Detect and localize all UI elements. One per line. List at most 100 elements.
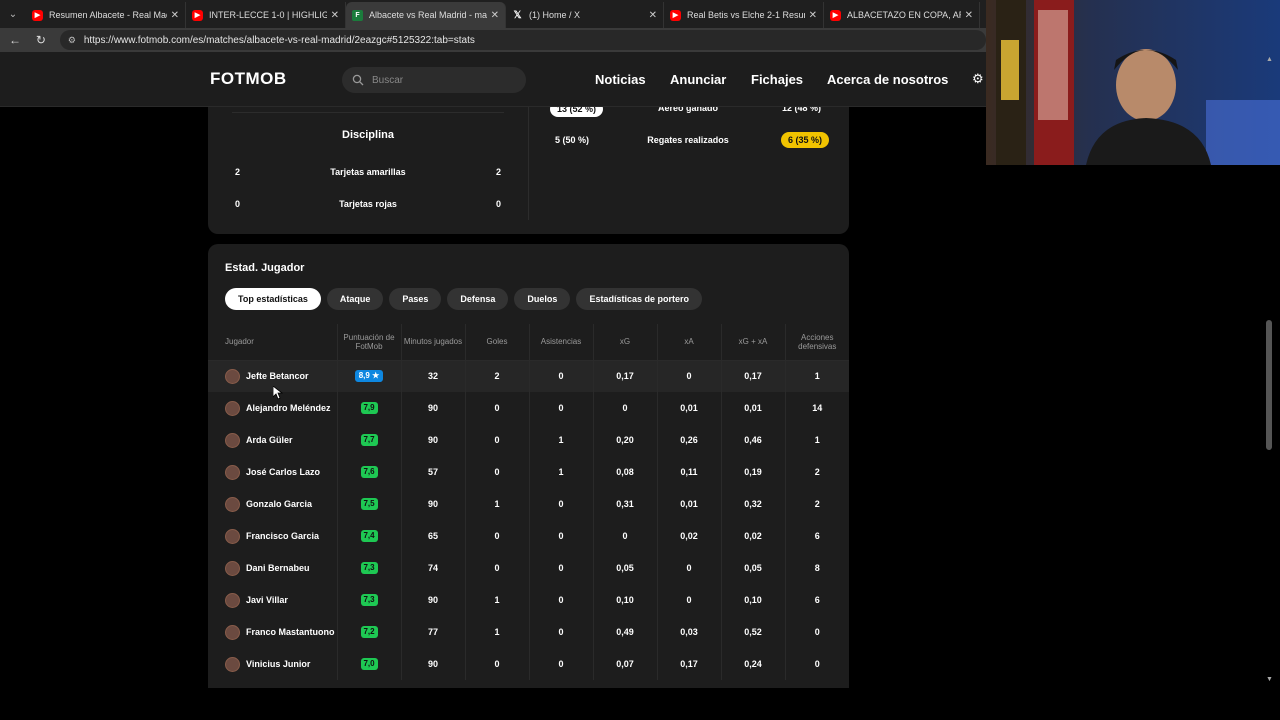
rating-cell: 7,0 — [336, 648, 401, 680]
player-cell[interactable]: Jefte Betancor — [208, 360, 337, 392]
player-cell[interactable]: Alejandro Meléndez — [208, 392, 337, 424]
player-name[interactable]: Alejandro Meléndez — [246, 402, 331, 413]
column-header-rating[interactable]: Puntuación de FotMob — [336, 324, 401, 361]
search-input[interactable] — [372, 74, 512, 86]
table-row[interactable]: Vinicius Junior 7,0 90 0 0 0,07 0,17 0,24 0 — [208, 648, 849, 680]
player-name[interactable]: José Carlos Lazo — [246, 466, 321, 477]
column-header-defensive-actions[interactable]: Acciones defensivas — [784, 324, 849, 361]
close-tab-icon[interactable]: ✕ — [808, 9, 817, 21]
avatar — [225, 464, 240, 480]
streamer-webcam-image — [986, 0, 1280, 165]
nav-link-transfers[interactable]: Fichajes — [751, 72, 804, 87]
close-tab-icon[interactable]: ✕ — [648, 9, 657, 21]
rating-badge: 7,3 — [360, 594, 378, 606]
avatar — [225, 592, 240, 608]
stat-cell-defensive-actions: 1 — [784, 424, 849, 456]
column-header-assists[interactable]: Asistencias — [528, 324, 593, 361]
table-row[interactable]: Franco Mastantuono 7,2 77 1 0 0,49 0,03 0,52 0 — [208, 616, 849, 648]
divider — [528, 104, 529, 220]
player-cell[interactable]: Francisco Garcia — [208, 520, 337, 552]
table-row[interactable]: Gonzalo Garcia 7,5 90 1 0 0,31 0,01 0,32 2 — [208, 488, 849, 520]
stat-cell-assists: 0 — [528, 616, 593, 648]
table-row[interactable]: Dani Bernabeu 7,3 74 0 0 0,05 0 0,05 8 — [208, 552, 849, 584]
column-header-xg-xa[interactable]: xG + xA — [720, 324, 785, 361]
column-header-minutes[interactable]: Minutos jugados — [400, 324, 465, 361]
stat-cell-minutes: 90 — [400, 648, 465, 680]
stat-away-value: 0 — [496, 199, 502, 209]
browser-tab[interactable]: 𝕏 (1) Home / X ✕ — [506, 2, 664, 28]
nav-link-advertise[interactable]: Anunciar — [670, 72, 727, 87]
scroll-up-icon[interactable]: ▲ — [1266, 56, 1273, 63]
player-stats-card: Estad. Jugador Top estadísticas Ataque P… — [208, 244, 849, 688]
column-header-xa[interactable]: xA — [656, 324, 721, 361]
player-name[interactable]: Javi Villar — [246, 594, 288, 605]
tab-list-menu-icon[interactable]: ⌄ — [8, 8, 18, 20]
table-row[interactable]: Arda Güler 7,7 90 0 1 0,20 0,26 0,46 1 — [208, 424, 849, 456]
filter-tab-attack[interactable]: Ataque — [326, 288, 384, 310]
filter-tab-passes[interactable]: Pases — [389, 288, 442, 310]
nav-link-about[interactable]: Acerca de nosotros — [827, 72, 949, 87]
player-name[interactable]: Franco Mastantuono — [246, 626, 335, 637]
scroll-down-icon[interactable]: ▼ — [1266, 676, 1273, 683]
close-tab-icon[interactable]: ✕ — [490, 9, 499, 21]
stat-cell-minutes: 65 — [400, 520, 465, 552]
close-tab-icon[interactable]: ✕ — [330, 9, 339, 21]
url-field[interactable]: ⚙ https://www.fotmob.com/es/matches/alba… — [59, 30, 986, 50]
player-name[interactable]: Arda Güler — [246, 434, 293, 445]
tab-title: ALBACETAZO EN COPA, ARBELOA — [847, 10, 961, 20]
reload-icon[interactable]: ↻ — [35, 33, 46, 47]
gear-icon[interactable]: ⚙ — [972, 71, 984, 86]
player-name[interactable]: Francisco Garcia — [246, 530, 320, 541]
table-row[interactable]: Alejandro Meléndez 7,9 90 0 0 0 0,01 0,01 14 — [208, 392, 849, 424]
browser-tab[interactable]: ▶ Real Betis vs Elche 2-1 Resumen | C ✕ — [664, 2, 824, 28]
player-name[interactable]: Gonzalo Garcia — [246, 498, 313, 509]
column-header-xg[interactable]: xG — [592, 324, 657, 361]
close-tab-icon[interactable]: ✕ — [964, 9, 973, 21]
site-info-icon[interactable]: ⚙ — [67, 35, 76, 45]
browser-tab[interactable]: ▶ INTER-LECCE 1-0 | HIGHLIGHTS | F ✕ — [186, 2, 346, 28]
nav-link-news[interactable]: Noticias — [595, 72, 646, 87]
stat-cell-minutes: 77 — [400, 616, 465, 648]
player-cell[interactable]: Franco Mastantuono — [208, 616, 337, 648]
player-stats-table: Jugador Puntuación de FotMob Minutos jug… — [208, 324, 849, 680]
rating-cell: 7,4 — [336, 520, 401, 552]
fotmob-logo[interactable]: FOTMOB — [210, 69, 287, 88]
player-name[interactable]: Jefte Betancor — [246, 370, 309, 381]
player-cell[interactable]: Javi Villar — [208, 584, 337, 616]
search-icon — [352, 74, 364, 86]
stat-cell-minutes: 90 — [400, 392, 465, 424]
filter-tab-top-stats[interactable]: Top estadísticas — [225, 288, 321, 310]
url-text: https://www.fotmob.com/es/matches/albace… — [83, 34, 475, 46]
page-scrollbar[interactable] — [1266, 320, 1272, 450]
browser-tab[interactable]: ▶ Resumen Albacete - Real Madrid ( ✕ — [26, 2, 186, 28]
back-icon[interactable]: ← — [8, 33, 21, 47]
player-cell[interactable]: Vinicius Junior — [208, 648, 337, 680]
column-header-goals[interactable]: Goles — [464, 324, 529, 361]
table-row[interactable]: Jefte Betancor 8,9 ★ 32 2 0 0,17 0 0,17 1 — [208, 360, 849, 392]
stat-cell-xg-xa: 0,52 — [720, 616, 785, 648]
avatar — [225, 368, 240, 384]
player-name[interactable]: Dani Bernabeu — [246, 562, 310, 573]
filter-tab-goalkeeper[interactable]: Estadísticas de portero — [576, 288, 702, 310]
close-tab-icon[interactable]: ✕ — [170, 9, 179, 21]
table-row[interactable]: Javi Villar 7,3 90 1 0 0,10 0 0,10 6 — [208, 584, 849, 616]
filter-tab-defense[interactable]: Defensa — [447, 288, 509, 310]
table-row[interactable]: José Carlos Lazo 7,6 57 0 1 0,08 0,11 0,19 2 — [208, 456, 849, 488]
browser-tab[interactable]: ▶ ALBACETAZO EN COPA, ARBELOA ✕ — [824, 2, 980, 28]
player-cell[interactable]: Arda Güler — [208, 424, 337, 456]
stat-cell-goals: 1 — [464, 584, 529, 616]
stat-cell-xg: 0,49 — [592, 616, 657, 648]
player-cell[interactable]: José Carlos Lazo — [208, 456, 337, 488]
search-box[interactable] — [342, 67, 526, 93]
stat-cell-xg: 0,08 — [592, 456, 657, 488]
table-row[interactable]: Francisco Garcia 7,4 65 0 0 0 0,02 0,02 6 — [208, 520, 849, 552]
browser-tab-active[interactable]: F Albacete vs Real Madrid - marcad ✕ — [346, 2, 506, 28]
filter-tab-duels[interactable]: Duelos — [514, 288, 571, 310]
stat-away-pill: 6 (35 %) — [781, 132, 830, 148]
player-cell[interactable]: Dani Bernabeu — [208, 552, 337, 584]
site-header: FOTMOB Noticias Anunciar Fichajes Acerca… — [0, 52, 986, 107]
stat-cell-xa: 0,26 — [656, 424, 721, 456]
player-name[interactable]: Vinicius Junior — [246, 658, 311, 669]
player-cell[interactable]: Gonzalo Garcia — [208, 488, 337, 520]
column-header-player[interactable]: Jugador — [208, 324, 337, 361]
